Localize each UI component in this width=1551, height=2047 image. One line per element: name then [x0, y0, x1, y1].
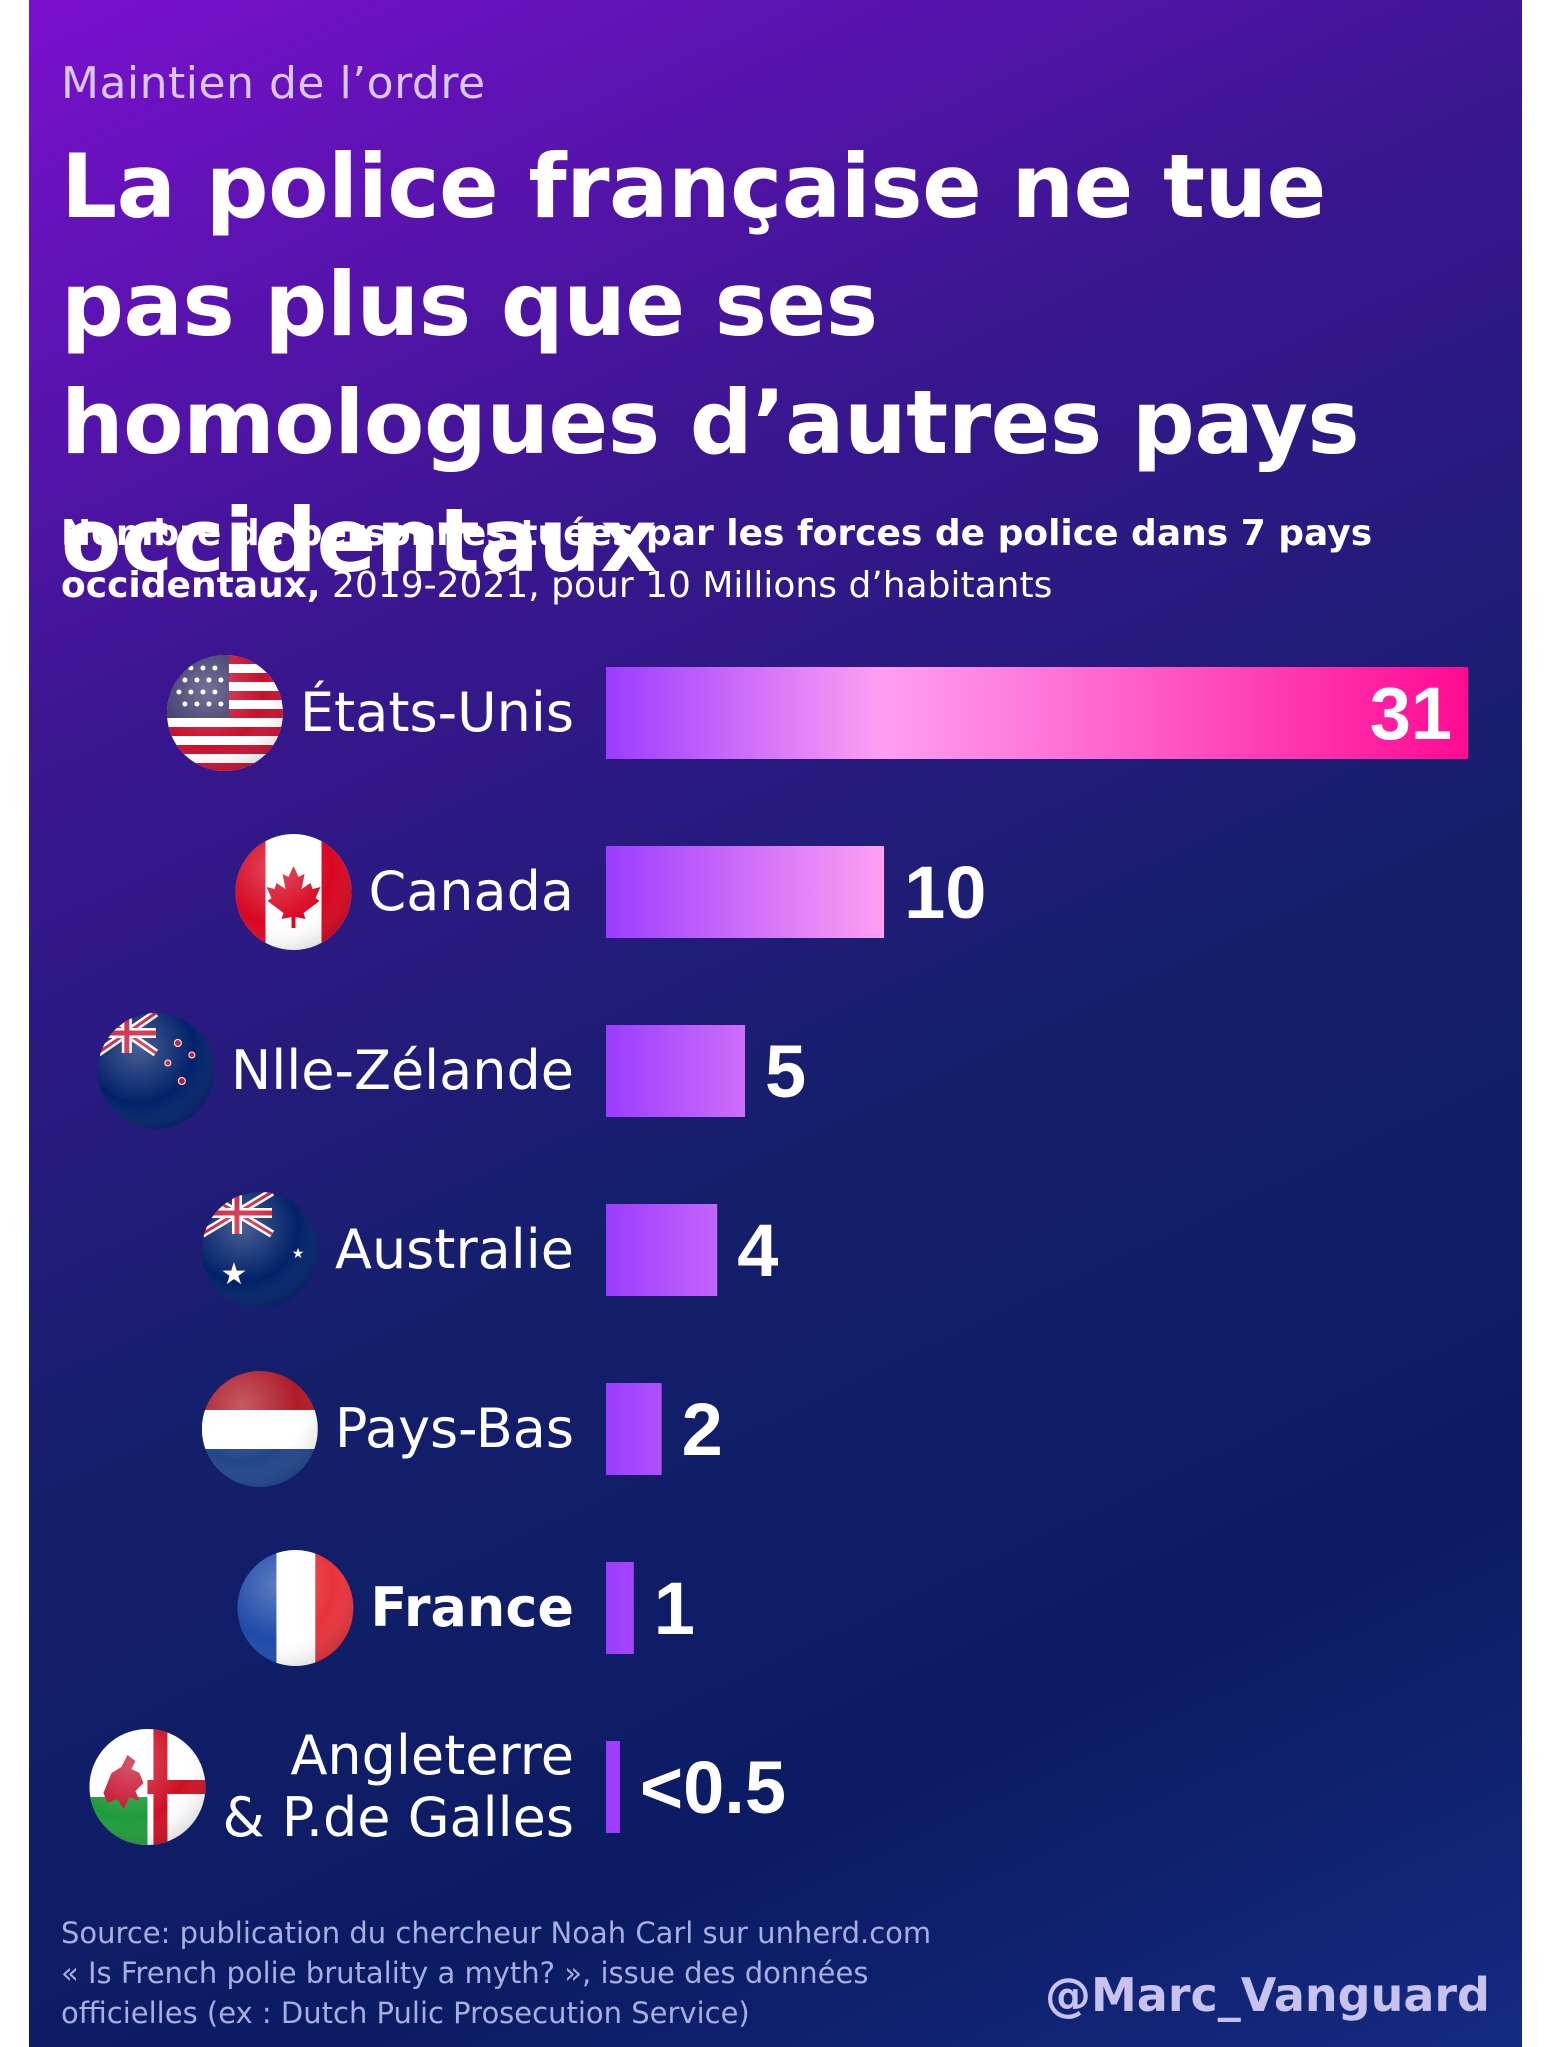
subtitle-bold: Nombre de personnes tuées par les forces… [61, 513, 1373, 606]
value-label: 5 [765, 1030, 806, 1113]
netherlands-flag-icon [202, 1371, 318, 1488]
category-label: Nlle-Zélande [231, 1039, 574, 1102]
bar [606, 1741, 620, 1833]
category-label: Australie [335, 1218, 574, 1281]
source-line: officielles (ex : Dutch Pulic Prosecutio… [61, 1996, 750, 2030]
infographic-card: Maintien de l’ordre La police française … [29, 0, 1522, 2047]
bar [606, 1562, 634, 1654]
value-label: 10 [904, 851, 986, 934]
category-label: Canada [369, 860, 574, 923]
england-wales-flag-icon [89, 1729, 205, 1845]
page-title: La police française ne tue pas plus que … [61, 135, 1360, 592]
category-label: Pays-Bas [335, 1397, 574, 1460]
value-label: <0.5 [640, 1746, 786, 1829]
chart-subtitle: Nombre de personnes tuées par les forces… [61, 508, 1491, 612]
bar [606, 1025, 746, 1117]
category-label: États-Unis [300, 681, 574, 744]
category-label: France [370, 1576, 574, 1639]
canada-flag-icon [236, 834, 352, 950]
source-line: « Is French polie brutality a myth? », i… [61, 1956, 869, 1990]
category-label: Angleterre [290, 1724, 574, 1787]
bar [606, 1383, 662, 1475]
author-handle[interactable]: @Marc_Vanguard [1045, 1968, 1490, 2022]
category-label: & P.de Galles [222, 1786, 574, 1849]
bar [606, 667, 1468, 759]
australia-flag-icon [202, 1192, 318, 1308]
source-line: Source: publication du chercheur Noah Ca… [61, 1916, 932, 1950]
value-label: 1 [654, 1567, 695, 1650]
bar-chart: ★ ★ [29, 0, 1468, 1849]
source-note: Source: publication du chercheur Noah Ca… [61, 1913, 1061, 2033]
value-label: 4 [737, 1209, 778, 1292]
bar [606, 846, 885, 938]
value-label: 2 [682, 1388, 723, 1471]
kicker: Maintien de l’ordre [61, 58, 486, 109]
new-zealand-flag-icon [98, 1013, 214, 1129]
value-label: 31 [1370, 672, 1452, 755]
usa-flag-icon [167, 655, 283, 772]
subtitle-rest: 2019-2021, pour 10 Millions d’habitants [320, 565, 1053, 606]
france-flag-icon [237, 1550, 354, 1666]
bar [606, 1204, 718, 1296]
